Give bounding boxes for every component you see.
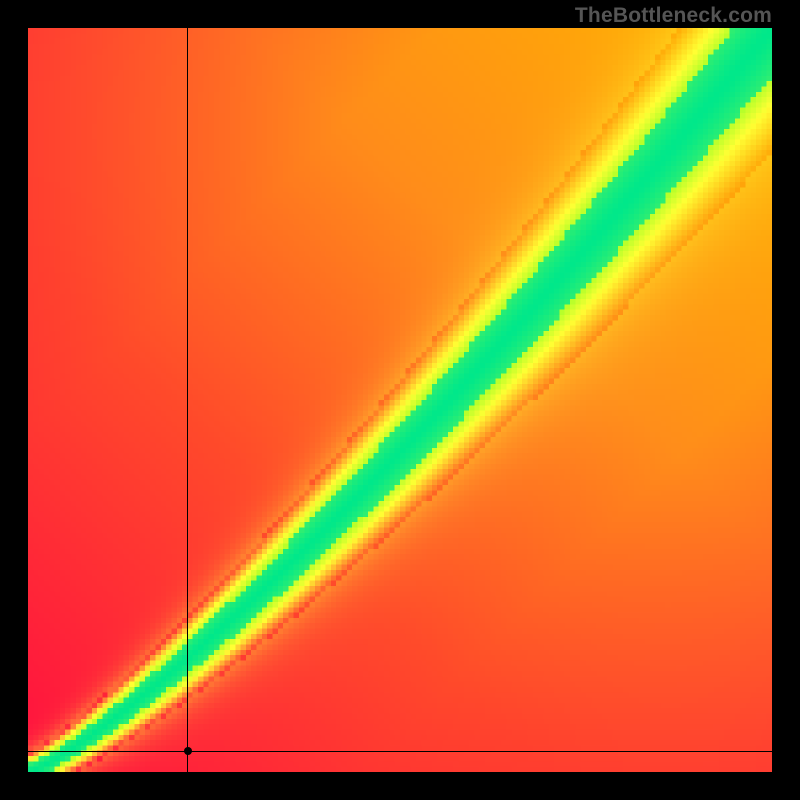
chart-container: TheBottleneck.com	[0, 0, 800, 800]
crosshair-horizontal	[28, 751, 772, 752]
crosshair-vertical	[187, 28, 188, 772]
watermark-text: TheBottleneck.com	[575, 4, 772, 28]
bottleneck-heatmap	[28, 28, 772, 772]
